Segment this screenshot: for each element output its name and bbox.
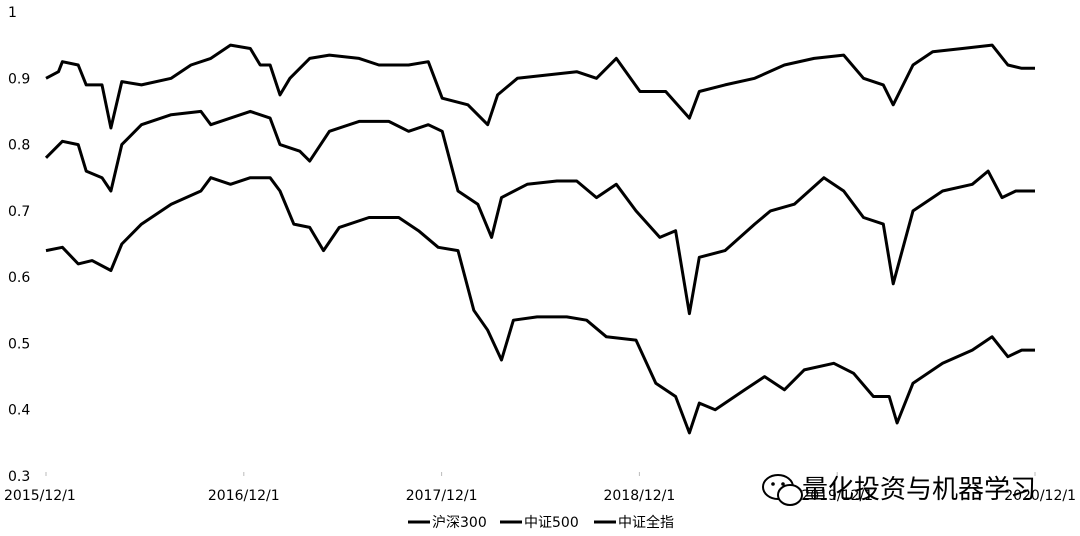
series-lines — [44, 43, 1035, 435]
legend-label: 中证全指 — [618, 514, 674, 531]
x-axis-ticks: 2015/12/1 2016/12/1 2017/12/1 2018/12/1 2019… — [4, 472, 1076, 504]
legend-label: 沪深300 — [432, 515, 487, 531]
x-tick-label: 2020/12/1 — [1004, 488, 1076, 504]
x-tick-label: 2015/12/1 — [4, 488, 76, 504]
y-tick-label: 0.9 — [8, 71, 30, 87]
y-tick-label: 0.6 — [8, 270, 30, 286]
x-tick-label: 2019/12/1 — [801, 488, 873, 504]
y-tick-label: 0.4 — [8, 403, 30, 419]
legend-label: 中证500 — [524, 515, 579, 531]
series-line-3 — [45, 176, 1035, 435]
watermark-text: 量化投资与机器学习 — [802, 475, 1036, 505]
series-line-2 — [44, 109, 1035, 316]
y-axis-ticks: 0.3 0.4 0.5 0.6 0.7 0.8 0.9 1 — [8, 5, 30, 485]
y-tick-label: 0.5 — [8, 336, 30, 352]
wechat-icon — [762, 474, 803, 506]
series-line-1 — [45, 43, 1035, 130]
x-tick-label: 2016/12/1 — [208, 488, 280, 504]
x-tick-label: 2017/12/1 — [406, 488, 478, 504]
y-tick-label: 1 — [8, 5, 17, 21]
watermark: 量化投资与机器学习 — [762, 474, 1036, 506]
x-tick-label: 2018/12/1 — [604, 488, 676, 504]
y-tick-label: 0.7 — [8, 204, 30, 220]
legend: 沪深300 中证500 中证全指 — [408, 514, 674, 531]
y-tick-label: 0.8 — [8, 138, 30, 154]
y-tick-label: 0.3 — [8, 469, 30, 485]
